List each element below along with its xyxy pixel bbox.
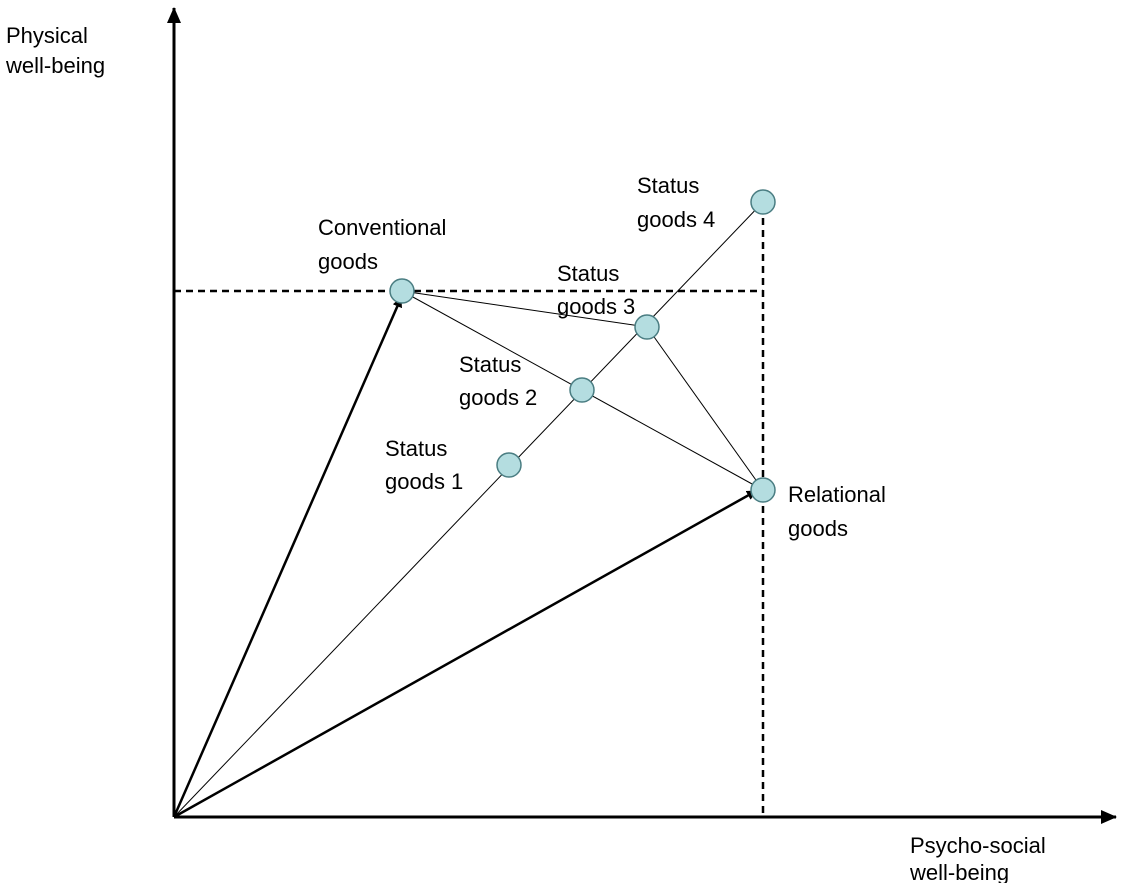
label-relational-line-1: Relational: [788, 482, 886, 507]
vector-to-conventional-goods: [172, 297, 403, 818]
label-conventional-goods: Conventional goods: [318, 215, 453, 274]
node-conventional-goods: [389, 278, 415, 304]
y-axis-label: Physical well-being: [5, 23, 105, 78]
line-status3-to-relational: [646, 326, 764, 491]
y-axis-label-line-2: well-being: [5, 53, 105, 78]
label-conventional-line-2: goods: [318, 249, 378, 274]
label-status1-line-2: goods 1: [385, 469, 463, 494]
x-axis-label-line-2: well-being: [909, 860, 1009, 883]
label-relational-line-2: goods: [788, 516, 848, 541]
vector-to-relational-goods: [173, 489, 757, 819]
label-status4-line-2: goods 4: [637, 207, 715, 232]
label-status3-line-2: goods 3: [557, 294, 635, 319]
label-relational-goods: Relational goods: [788, 482, 892, 541]
diagonal-status-line: [173, 201, 764, 818]
x-axis-label-line-1: Psycho-social: [910, 833, 1046, 858]
label-status1-line-1: Status: [385, 436, 447, 461]
label-status2-line-1: Status: [459, 352, 521, 377]
label-status4-line-1: Status: [637, 173, 699, 198]
node-status-goods-1: [496, 452, 522, 478]
node-relational-goods: [750, 477, 776, 503]
node-status-goods-4: [750, 189, 776, 215]
node-status-goods-2: [569, 377, 595, 403]
line-conventional-to-status3: [401, 290, 648, 328]
label-status-goods-1: Status goods 1: [385, 436, 463, 494]
label-status-goods-3: Status goods 3: [557, 261, 635, 319]
y-axis-label-line-1: Physical: [6, 23, 88, 48]
label-status-goods-4: Status goods 4: [637, 173, 715, 232]
x-axis-label: Psycho-social well-being: [909, 833, 1052, 883]
label-status3-line-1: Status: [557, 261, 619, 286]
label-status2-line-2: goods 2: [459, 385, 537, 410]
label-status-goods-2: Status goods 2: [459, 352, 537, 410]
label-conventional-line-1: Conventional: [318, 215, 446, 240]
node-status-goods-3: [634, 314, 660, 340]
